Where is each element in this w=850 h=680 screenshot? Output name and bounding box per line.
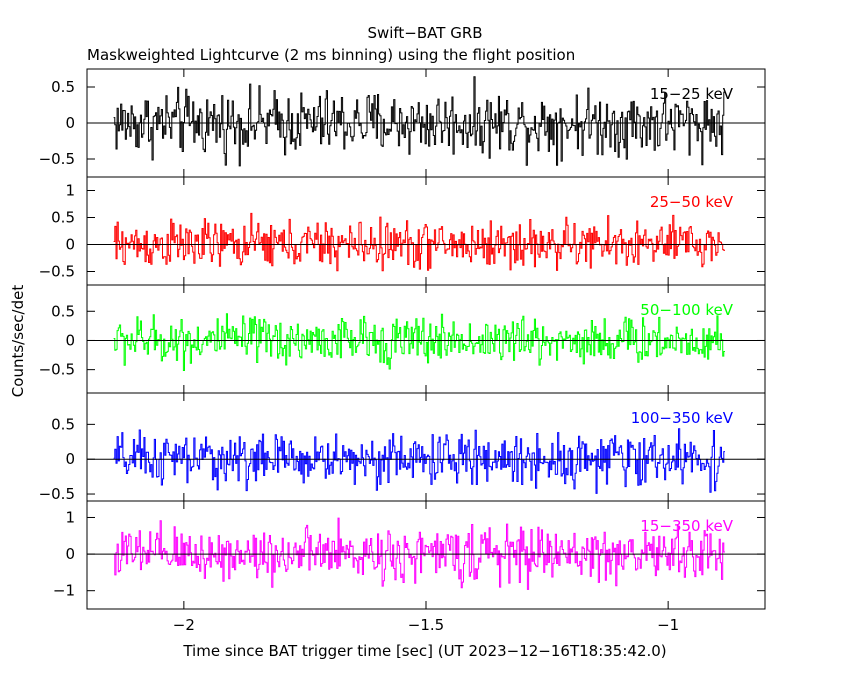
ytick-label: −0.5 [39, 150, 75, 168]
lightcurve-trace-5 [113, 517, 725, 590]
x-axis-label: Time since BAT trigger time [sec] (UT 20… [182, 642, 666, 660]
panel-4: 0.5 0 −0.5 100−350 keV [39, 392, 766, 503]
ytick-label: 0.5 [51, 415, 75, 433]
ytick-label: 1 [65, 182, 75, 200]
ytick-label: 0.5 [51, 302, 75, 320]
ytick-label: 0 [65, 236, 75, 254]
band-label-5: 15−350 keV [640, 517, 733, 535]
lightcurve-trace-3 [113, 313, 725, 371]
band-label-3: 50−100 keV [640, 301, 733, 319]
ytick-label: 0.5 [51, 209, 75, 227]
ytick-label: 0 [65, 114, 75, 132]
band-label-4: 100−350 keV [631, 409, 734, 427]
xtick-label: −1 [657, 616, 679, 634]
ytick-label: −0.5 [39, 485, 75, 503]
xtick-label: −2 [173, 616, 195, 634]
band-label-2: 25−50 keV [650, 193, 734, 211]
figure-title: Swift−BAT GRB [367, 24, 482, 42]
ytick-label: 0 [65, 331, 75, 349]
ytick-label: 0.5 [51, 78, 75, 96]
ytick-label: −0.5 [39, 263, 75, 281]
lightcurve-trace-2 [113, 212, 725, 272]
ytick-label: 0 [65, 545, 75, 563]
lightcurve-trace-1 [113, 76, 725, 167]
panel-5: 1 0 −1 15−350 keV [53, 500, 766, 610]
band-label-1: 15−25 keV [650, 85, 734, 103]
ytick-label: 0 [65, 450, 75, 468]
figure-subtitle: Maskweighted Lightcurve (2 ms binning) u… [87, 46, 575, 64]
ytick-label: 1 [65, 508, 75, 526]
x-axis: −2−1.5−1−0.5 [173, 616, 679, 634]
y-axis-label: Counts/sec/det [9, 285, 27, 398]
ytick-label: −1 [53, 582, 75, 600]
panel-2: 1 0.5 0 −0.5 25−50 keV [39, 176, 766, 286]
panels-group: 0.5 0 −0.5 15−25 keV 1 0.5 0 −0.5 25−50 keV 0.5 0 −… [39, 68, 766, 610]
xtick-label: −1.5 [408, 616, 444, 634]
panel-1: 0.5 0 −0.5 15−25 keV [39, 68, 766, 178]
lightcurve-trace-4 [113, 428, 725, 494]
ytick-label: −0.5 [39, 361, 75, 379]
panel-3: 0.5 0 −0.5 50−100 keV [39, 284, 766, 394]
